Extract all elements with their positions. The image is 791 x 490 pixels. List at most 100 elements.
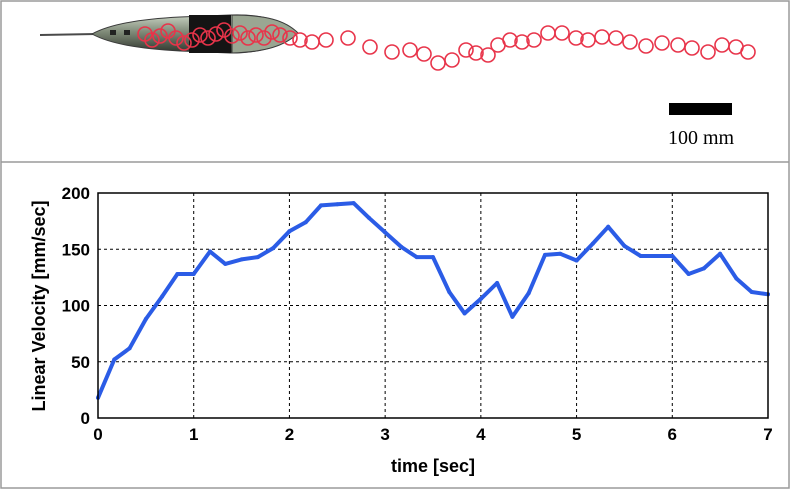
trajectory-marker bbox=[458, 42, 474, 58]
velocity-chart: 0 1 2 3 4 5 6 7 0 50 100 150 200 time [sec] Linear … bbox=[29, 184, 773, 476]
velocity-point bbox=[431, 255, 435, 260]
velocity-point bbox=[478, 296, 483, 301]
x-tick-label: 7 bbox=[763, 425, 772, 444]
x-axis-label: time [sec] bbox=[391, 456, 475, 476]
x-tick-label: 3 bbox=[380, 425, 389, 444]
trajectory-marker bbox=[240, 30, 256, 46]
x-tick-label: 4 bbox=[476, 425, 486, 444]
trajectory-marker bbox=[526, 32, 542, 48]
plot-frame bbox=[97, 192, 769, 419]
velocity-point bbox=[239, 257, 244, 262]
trajectory-marker bbox=[670, 37, 686, 53]
trajectory-marker bbox=[200, 30, 216, 46]
velocity-point bbox=[543, 252, 547, 257]
velocity-point bbox=[526, 291, 531, 296]
velocity-point bbox=[351, 201, 356, 206]
trajectory-marker bbox=[416, 46, 432, 62]
trajectory-marker bbox=[638, 38, 654, 54]
trajectory-markers bbox=[137, 22, 756, 71]
scale-bar-label: 100 mm bbox=[668, 127, 735, 149]
trajectory-marker bbox=[168, 30, 184, 46]
y-tick-label: 150 bbox=[62, 240, 90, 259]
velocity-point bbox=[191, 272, 196, 276]
trajectory-marker bbox=[208, 26, 224, 42]
trajectory-marker bbox=[480, 47, 496, 63]
fish-tail-rod bbox=[39, 33, 97, 36]
y-tick-label: 200 bbox=[62, 184, 90, 203]
trajectory-marker bbox=[554, 25, 570, 41]
trajectory-marker bbox=[444, 52, 460, 68]
velocity-point bbox=[447, 290, 452, 294]
velocity-point bbox=[701, 266, 706, 271]
trajectory-marker bbox=[700, 44, 716, 60]
velocity-point bbox=[319, 203, 323, 208]
velocity-point bbox=[574, 258, 579, 263]
velocity-point bbox=[383, 230, 388, 235]
trajectory-marker bbox=[256, 30, 272, 46]
trajectory-marker bbox=[176, 35, 192, 51]
y-tick-label: 0 bbox=[81, 409, 90, 428]
velocity-point bbox=[208, 249, 212, 254]
velocity-point bbox=[718, 251, 723, 256]
trajectory-marker bbox=[272, 27, 288, 43]
trajectory-marker bbox=[248, 27, 264, 43]
velocity-series-line bbox=[96, 201, 770, 400]
velocity-points bbox=[96, 201, 770, 400]
velocity-point bbox=[606, 224, 611, 229]
trajectory-marker bbox=[340, 30, 356, 46]
velocity-point bbox=[686, 272, 691, 276]
trajectory-marker bbox=[740, 44, 756, 60]
velocity-point bbox=[303, 220, 308, 225]
velocity-point bbox=[590, 241, 595, 246]
trajectory-marker bbox=[514, 34, 530, 50]
velocity-point bbox=[143, 317, 148, 321]
velocity-point bbox=[414, 255, 419, 260]
x-tick-label: 5 bbox=[572, 425, 581, 444]
x-axis-ticks: 0 1 2 3 4 5 6 7 bbox=[93, 425, 772, 444]
velocity-point bbox=[175, 272, 180, 276]
top-panel: 100 mm bbox=[39, 14, 756, 149]
trajectory-marker bbox=[468, 45, 484, 61]
trajectory-marker bbox=[622, 34, 638, 50]
x-tick-label: 6 bbox=[668, 425, 677, 444]
y-axis-label: Linear Velocity [mm/sec] bbox=[29, 200, 49, 411]
trajectory-marker bbox=[224, 28, 240, 44]
scale-bar bbox=[669, 103, 732, 115]
velocity-point bbox=[399, 245, 404, 249]
trajectory-marker bbox=[402, 42, 418, 58]
trajectory-marker bbox=[264, 24, 280, 40]
trajectory-marker bbox=[502, 32, 518, 48]
velocity-point bbox=[558, 251, 563, 256]
velocity-point bbox=[734, 276, 739, 281]
velocity-point bbox=[638, 254, 643, 258]
velocity-point bbox=[255, 255, 260, 260]
velocity-point bbox=[622, 243, 627, 248]
velocity-point bbox=[287, 229, 292, 234]
y-tick-label: 50 bbox=[71, 353, 90, 372]
velocity-point bbox=[366, 215, 371, 220]
trajectory-marker bbox=[568, 30, 584, 46]
velocity-point bbox=[271, 246, 276, 251]
velocity-point bbox=[223, 261, 228, 266]
trajectory-marker bbox=[684, 40, 700, 56]
trajectory-marker bbox=[216, 22, 232, 38]
trajectory-marker bbox=[184, 32, 200, 48]
trajectory-marker bbox=[384, 44, 400, 60]
x-tick-label: 1 bbox=[189, 425, 198, 444]
x-tick-label: 2 bbox=[285, 425, 294, 444]
trajectory-marker bbox=[318, 32, 334, 48]
velocity-point bbox=[335, 202, 340, 207]
trajectory-marker bbox=[282, 30, 298, 46]
trajectory-marker bbox=[192, 27, 208, 43]
trajectory-marker bbox=[152, 28, 168, 44]
velocity-point bbox=[160, 294, 165, 299]
velocity-point bbox=[127, 346, 132, 351]
trajectory-marker bbox=[608, 30, 624, 46]
velocity-point bbox=[495, 281, 500, 285]
trajectory-marker bbox=[654, 35, 670, 51]
velocity-point bbox=[510, 314, 515, 319]
trajectory-marker bbox=[292, 32, 308, 48]
